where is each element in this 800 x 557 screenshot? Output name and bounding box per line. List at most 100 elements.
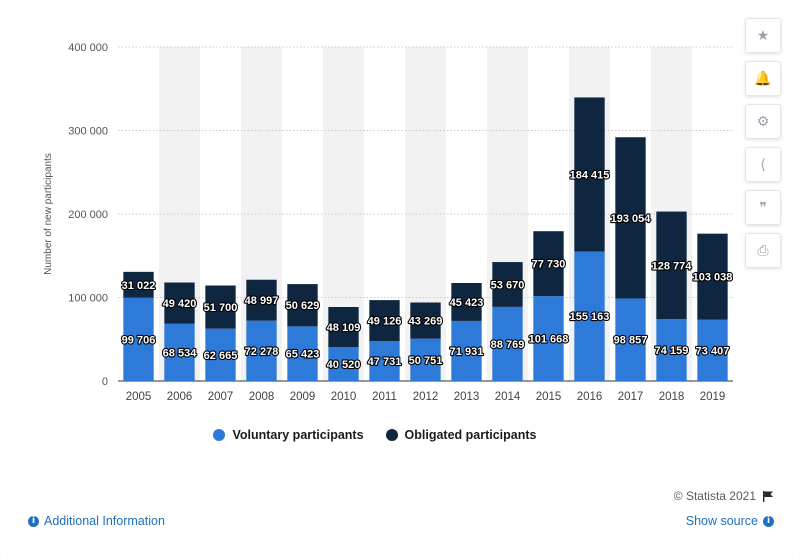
bell-icon[interactable]: 🔔 <box>745 61 781 96</box>
chart-legend: Voluntary participants Obligated partici… <box>0 428 750 442</box>
bar-voluntary <box>205 328 236 381</box>
y-tick-label: 200 000 <box>68 209 108 221</box>
bar-voluntary <box>369 341 400 381</box>
x-tick-label: 2012 <box>413 391 439 403</box>
bar-obligated <box>205 285 236 329</box>
legend-item-obligated[interactable]: Obligated participants <box>385 428 537 442</box>
credit-text: © Statista 2021 <box>673 489 756 503</box>
bar-voluntary <box>164 323 195 381</box>
bar-voluntary <box>697 319 728 381</box>
y-tick-label: 100 000 <box>68 293 108 305</box>
bar-obligated <box>287 284 318 327</box>
side-toolbar: ★ 🔔 ⚙ ⟨ ❞ ⎙ <box>745 18 781 268</box>
y-tick-label: 400 000 <box>68 42 108 54</box>
bar-obligated <box>123 271 154 298</box>
data-label-obligated: 193 054 <box>611 213 652 225</box>
legend-label-obligated: Obligated participants <box>404 428 537 442</box>
x-tick-label: 2007 <box>208 391 234 403</box>
additional-information-label: Additional Information <box>44 514 165 528</box>
legend-swatch-obligated <box>385 429 398 441</box>
flag-icon[interactable] <box>762 490 774 502</box>
data-label-obligated: 50 629 <box>286 300 320 312</box>
x-tick-label: 2016 <box>577 391 603 403</box>
data-label-obligated: 53 670 <box>491 279 525 291</box>
data-label-obligated: 184 415 <box>570 169 610 181</box>
data-label-obligated: 77 730 <box>532 259 566 271</box>
info-icon: i <box>763 515 774 527</box>
bar-obligated <box>246 279 277 321</box>
bar-obligated <box>328 306 359 348</box>
data-label-voluntary: 98 857 <box>614 335 648 347</box>
data-label-voluntary: 73 407 <box>696 345 730 357</box>
bar-obligated <box>656 211 687 320</box>
share-icon[interactable]: ⟨ <box>745 147 781 182</box>
bar-obligated <box>164 282 195 324</box>
bar-voluntary <box>451 320 482 381</box>
x-tick-label: 2014 <box>495 391 521 403</box>
y-tick-label: 0 <box>102 376 108 388</box>
bar-obligated <box>410 302 441 339</box>
data-label-obligated: 31 022 <box>122 280 156 292</box>
data-label-voluntary: 101 668 <box>529 334 569 346</box>
x-tick-label: 2019 <box>700 391 726 403</box>
x-tick-label: 2006 <box>167 391 193 403</box>
data-label-voluntary: 71 931 <box>450 346 484 358</box>
data-label-voluntary: 47 731 <box>368 356 402 368</box>
gear-icon[interactable]: ⚙ <box>745 104 781 139</box>
bar-voluntary <box>615 298 646 381</box>
data-label-obligated: 128 774 <box>652 260 693 272</box>
show-source-link[interactable]: Show source i <box>686 514 774 528</box>
x-tick-label: 2017 <box>618 391 644 403</box>
data-label-voluntary: 74 159 <box>655 345 689 357</box>
data-label-obligated: 103 038 <box>693 272 733 284</box>
data-label-obligated: 51 700 <box>204 302 238 314</box>
statista-credit: © Statista 2021 <box>674 489 774 503</box>
data-label-voluntary: 88 769 <box>491 339 525 351</box>
x-tick-label: 2018 <box>659 391 685 403</box>
bar-obligated <box>492 262 523 307</box>
data-label-obligated: 49 420 <box>163 298 197 310</box>
x-tick-label: 2015 <box>536 391 562 403</box>
data-label-voluntary: 65 423 <box>286 349 320 361</box>
bar-voluntary <box>533 296 564 381</box>
quote-icon[interactable]: ❞ <box>745 190 781 225</box>
bar-obligated <box>451 283 482 321</box>
bar-obligated <box>615 137 646 299</box>
data-label-voluntary: 40 520 <box>327 359 361 371</box>
data-label-obligated: 48 997 <box>245 295 279 307</box>
bar-voluntary <box>328 347 359 381</box>
additional-information-link[interactable]: i Additional Information <box>28 514 165 528</box>
data-label-obligated: 45 423 <box>450 297 484 309</box>
bar-obligated <box>574 97 605 252</box>
bar-voluntary <box>123 297 154 381</box>
data-label-voluntary: 155 163 <box>570 311 610 323</box>
bar-obligated <box>697 233 728 320</box>
print-icon[interactable]: ⎙ <box>745 233 781 268</box>
y-axis-title: Number of new participants <box>43 153 54 275</box>
bar-voluntary <box>574 251 605 381</box>
data-label-voluntary: 72 278 <box>245 346 279 358</box>
x-tick-label: 2013 <box>454 391 480 403</box>
bar-obligated <box>533 231 564 297</box>
data-label-obligated: 48 109 <box>327 322 361 334</box>
data-label-voluntary: 99 706 <box>122 334 156 346</box>
x-tick-label: 2008 <box>249 391 275 403</box>
bar-voluntary <box>287 326 318 381</box>
data-label-voluntary: 68 534 <box>163 347 198 359</box>
stacked-bar-chart: 0 100 000 200 000 300 000 400 000 Number of n… <box>43 42 733 403</box>
info-icon: i <box>28 515 39 527</box>
bar-voluntary <box>246 320 277 381</box>
star-icon[interactable]: ★ <box>745 18 781 53</box>
data-label-voluntary: 50 751 <box>409 355 443 367</box>
y-tick-label: 300 000 <box>68 126 108 138</box>
legend-swatch-voluntary <box>213 429 226 441</box>
bar-voluntary <box>492 306 523 381</box>
show-source-label: Show source <box>685 514 758 528</box>
x-tick-label: 2011 <box>372 391 397 403</box>
legend-item-voluntary[interactable]: Voluntary participants <box>213 428 364 442</box>
legend-label-voluntary: Voluntary participants <box>232 428 364 442</box>
data-label-obligated: 43 269 <box>409 316 443 328</box>
bar-voluntary <box>656 319 687 381</box>
bar-obligated <box>369 300 400 342</box>
